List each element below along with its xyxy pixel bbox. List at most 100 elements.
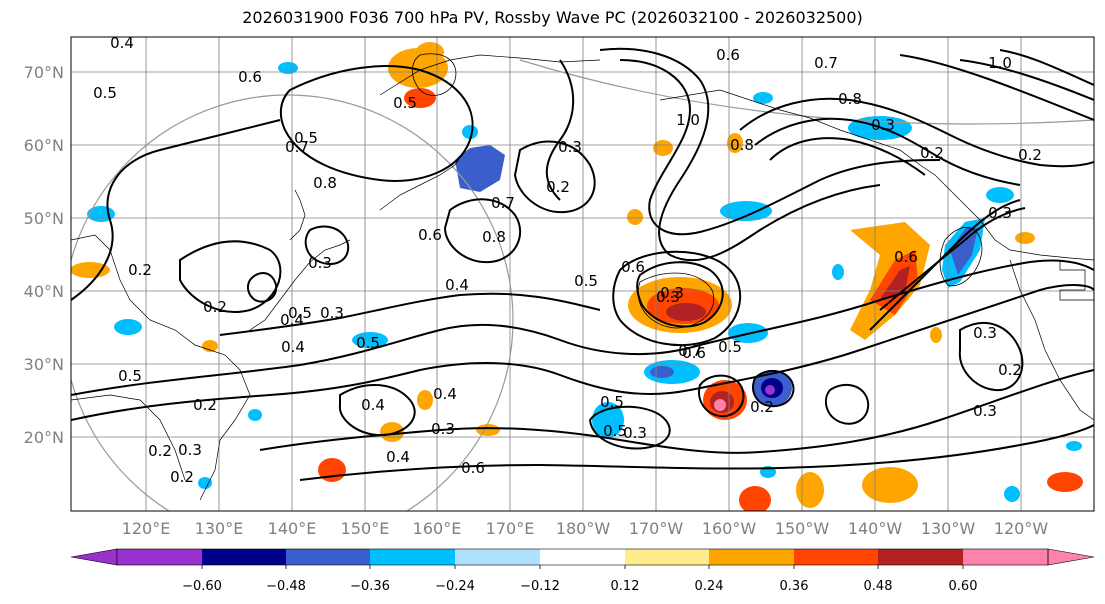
negative-anomaly bbox=[986, 187, 1014, 203]
contour-label: 0.5 bbox=[288, 304, 312, 322]
negative-anomaly bbox=[753, 92, 773, 104]
contour-label: 0.5 bbox=[356, 334, 380, 352]
contour-label: 0.3 bbox=[973, 324, 997, 342]
contour-label: 0.5 bbox=[294, 129, 318, 147]
colorbar-segment bbox=[963, 549, 1048, 565]
contour-label: 0.3 bbox=[308, 254, 332, 272]
graticule bbox=[71, 37, 1094, 511]
pv-contours bbox=[71, 47, 1094, 481]
contour-line bbox=[958, 321, 1024, 392]
contour-label: 0.7 bbox=[678, 342, 702, 360]
colorbar-segment bbox=[370, 549, 455, 565]
contour-label: 0.4 bbox=[281, 338, 305, 356]
contour-label: 0.2 bbox=[128, 261, 152, 279]
thin-contour bbox=[412, 53, 457, 96]
colorbar-segment bbox=[117, 549, 202, 565]
thin-contour bbox=[939, 226, 983, 287]
range-circles bbox=[71, 59, 1094, 511]
contour-line bbox=[899, 54, 1094, 121]
contour-label: 0.5 bbox=[93, 84, 117, 102]
coastline-na-west bbox=[1009, 259, 1094, 421]
positive-anomaly bbox=[796, 472, 824, 508]
colorbar-segment bbox=[1047, 548, 1095, 566]
contour-label: 0.4 bbox=[445, 276, 469, 294]
longitude-label: 150°W bbox=[775, 519, 830, 538]
latitude-label: 70°N bbox=[24, 63, 64, 82]
latitude-label: 20°N bbox=[24, 428, 64, 447]
contour-label: 0.2 bbox=[1018, 146, 1042, 164]
positive-anomaly bbox=[71, 262, 110, 278]
positive-anomaly bbox=[1015, 232, 1035, 244]
contour-label: 0.3 bbox=[558, 138, 582, 156]
contour-label: 0.7 bbox=[491, 194, 515, 212]
negative-anomaly bbox=[950, 228, 978, 275]
latitude-labels: 70°N 60°N 50°N 40°N 30°N 20°N bbox=[24, 63, 64, 447]
zero-contours bbox=[412, 53, 983, 329]
contour-labels: 0.40.50.60.50.50.70.80.30.20.6 0.80.70.6 0… bbox=[93, 34, 1042, 486]
negative-anomaly bbox=[720, 201, 772, 221]
contour-label: 0.5 bbox=[118, 367, 142, 385]
contour-label: 0.3 bbox=[320, 304, 344, 322]
positive-anomaly bbox=[653, 140, 673, 156]
contour-label: 0.2 bbox=[148, 442, 172, 460]
contour-line bbox=[754, 117, 1021, 186]
longitude-label: 130°E bbox=[195, 519, 244, 538]
negative-anomaly bbox=[198, 477, 212, 489]
longitude-label: 130°W bbox=[921, 519, 976, 538]
coastline-japan bbox=[249, 239, 351, 331]
contour-label: 0.8 bbox=[838, 90, 862, 108]
contour-line bbox=[545, 59, 575, 201]
contour-label: 1.0 bbox=[676, 111, 700, 129]
longitude-label: 180°W bbox=[556, 519, 611, 538]
contour-line bbox=[304, 225, 350, 265]
contour-line bbox=[71, 284, 1094, 421]
colorbar-segment bbox=[286, 549, 370, 565]
longitude-label: 160°E bbox=[413, 519, 462, 538]
colorbar-segment bbox=[794, 549, 878, 565]
colorbar-tick-label: −0.36 bbox=[350, 579, 390, 594]
colorbar-tick-label: 0.48 bbox=[864, 579, 893, 594]
contour-label: 0.2 bbox=[920, 144, 944, 162]
contour-label: 0.4 bbox=[280, 311, 304, 329]
colorbar-tick-label: 0.60 bbox=[949, 579, 978, 594]
negative-anomaly bbox=[455, 145, 505, 192]
contour-label: 0.2 bbox=[170, 468, 194, 486]
contour-label: 0.4 bbox=[110, 34, 134, 52]
contour-line bbox=[588, 405, 671, 450]
colorbar-tick-label: 0.24 bbox=[695, 579, 724, 594]
contour-label: 0.6 bbox=[682, 344, 706, 362]
contour-label: 0.7 bbox=[814, 54, 838, 72]
contour-line bbox=[71, 259, 1094, 396]
longitude-label: 140°W bbox=[848, 519, 903, 538]
positive-anomaly bbox=[739, 486, 771, 511]
contour-label: 0.6 bbox=[418, 226, 442, 244]
negative-anomaly bbox=[1066, 441, 1082, 451]
thin-contour bbox=[637, 272, 715, 329]
contour-line bbox=[279, 65, 474, 182]
longitude-label: 120°W bbox=[994, 519, 1049, 538]
contour-label: 0.8 bbox=[730, 136, 754, 154]
positive-anomaly bbox=[930, 327, 942, 343]
contour-line bbox=[219, 292, 601, 336]
contour-label: 0.5 bbox=[600, 393, 624, 411]
range-circle bbox=[71, 94, 514, 511]
contour-label: 0.3 bbox=[660, 284, 684, 302]
contour-line bbox=[752, 370, 795, 408]
contour-label: 0.7 bbox=[285, 138, 309, 156]
contour-label: 0.4 bbox=[386, 448, 410, 466]
colorbar-segment bbox=[202, 549, 286, 565]
contour-label: 0.4 bbox=[361, 396, 385, 414]
colorbar-frame bbox=[116, 548, 1049, 566]
colorbar-tick-label: −0.24 bbox=[435, 579, 475, 594]
contour-label: 0.3 bbox=[431, 420, 455, 438]
contour-line bbox=[879, 207, 1026, 311]
coastlines bbox=[71, 54, 1094, 501]
colorbar-tick-label: −0.48 bbox=[266, 579, 306, 594]
latitude-label: 40°N bbox=[24, 282, 64, 301]
contour-label: 0.6 bbox=[894, 248, 918, 266]
negative-anomaly bbox=[278, 62, 298, 74]
positive-anomaly bbox=[417, 390, 433, 410]
coastline-asia bbox=[71, 234, 251, 501]
contour-line bbox=[636, 261, 724, 328]
